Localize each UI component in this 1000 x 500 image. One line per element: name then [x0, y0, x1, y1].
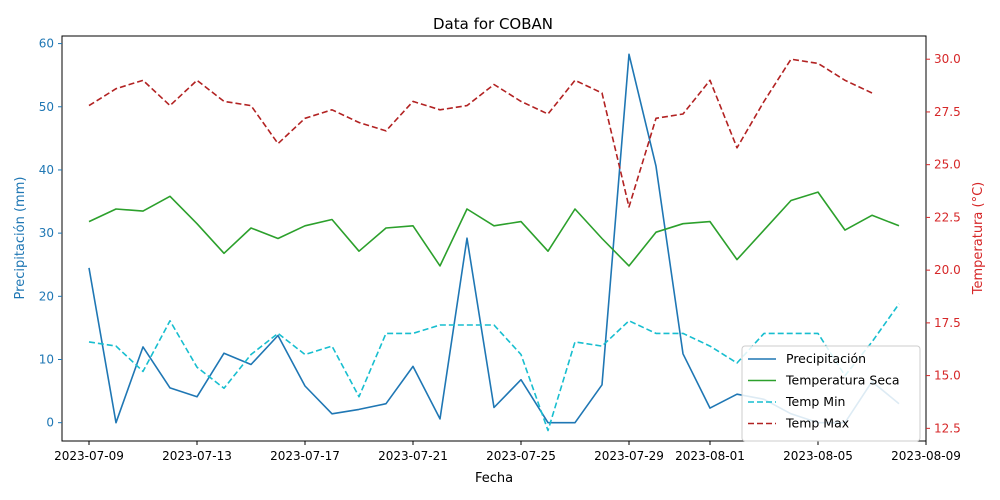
- x-tick-label: 2023-08-09: [891, 449, 961, 463]
- y-axis-left-label: Precipitación (mm): [13, 177, 28, 300]
- y-left-tick-label: 0: [46, 416, 54, 430]
- y-right-tick-label: 27.5: [934, 105, 961, 119]
- y-axis-left: 0 10 20 30 40 50 60: [39, 37, 62, 430]
- x-tick-label: 2023-07-09: [54, 449, 124, 463]
- y-left-tick-label: 50: [39, 100, 54, 114]
- x-tick-label: 2023-07-13: [162, 449, 232, 463]
- y-left-tick-label: 10: [39, 352, 54, 366]
- plot-area-frame: [61, 35, 927, 442]
- series-line-2: [88, 191, 900, 267]
- x-tick-label: 2023-07-21: [378, 449, 448, 463]
- y-right-tick-label: 17.5: [934, 316, 961, 330]
- legend-label: Temperatura Seca: [785, 373, 900, 388]
- legend-label: Temp Max: [785, 416, 849, 431]
- x-tick-label: 2023-07-17: [270, 449, 340, 463]
- y-left-tick-label: 60: [39, 37, 54, 51]
- y-right-tick-label: 22.5: [934, 210, 961, 224]
- x-tick-label: 2023-07-25: [486, 449, 556, 463]
- y-left-tick-label: 20: [39, 289, 54, 303]
- legend-label: Precipitación: [786, 351, 866, 366]
- y-axis-right-label: Temperatura (°C): [971, 182, 986, 295]
- y-axis-right: 12.5 15.0 17.5 20.0 22.5 25.0 27.5 30.0: [926, 52, 961, 435]
- x-axis: 2023-07-09 2023-07-13 2023-07-17 2023-07-21…: [54, 441, 961, 463]
- x-axis-label: Fecha: [475, 471, 513, 486]
- legend-label: Temp Min: [785, 394, 845, 409]
- y-left-tick-label: 30: [39, 226, 54, 240]
- chart-title: Data for COBAN: [433, 15, 553, 33]
- y-right-tick-label: 30.0: [934, 52, 961, 66]
- legend: Precipitación Temperatura Seca Temp Min Tem…: [741, 345, 921, 442]
- x-tick-label: 2023-08-01: [675, 449, 745, 463]
- y-right-tick-label: 20.0: [934, 263, 961, 277]
- y-left-tick-label: 40: [39, 163, 54, 177]
- y-right-tick-label: 15.0: [934, 369, 961, 383]
- series-line-4: [88, 58, 873, 208]
- y-right-tick-label: 25.0: [934, 158, 961, 172]
- legend-box: [741, 345, 921, 442]
- series-line-3: [88, 303, 900, 432]
- x-tick-label: 2023-08-05: [783, 449, 853, 463]
- y-right-tick-label: 12.5: [934, 421, 961, 435]
- x-tick-label: 2023-07-29: [594, 449, 664, 463]
